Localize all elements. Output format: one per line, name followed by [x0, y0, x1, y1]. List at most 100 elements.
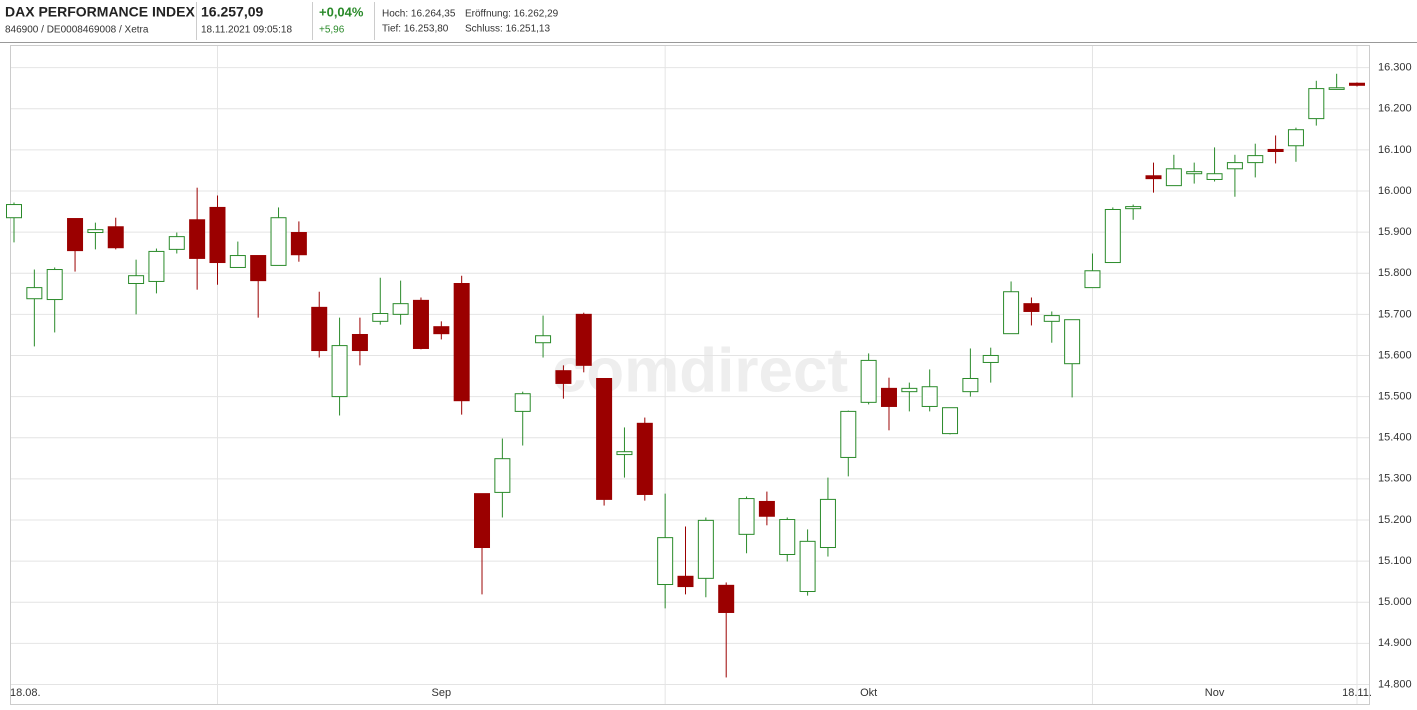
candle-body — [412, 299, 429, 349]
candle-body — [697, 519, 714, 579]
candle-body — [189, 219, 206, 259]
candle-body — [636, 422, 653, 495]
candle-body — [555, 370, 572, 384]
candle-body — [758, 500, 775, 517]
candle-body — [209, 206, 226, 264]
candle-body — [1023, 303, 1040, 312]
y-tick-label: 15.700 — [1378, 308, 1412, 320]
candle-body — [1328, 87, 1345, 90]
candle-body — [1084, 270, 1101, 289]
candle-body — [616, 451, 633, 456]
candle-body — [921, 386, 938, 407]
candle-body — [372, 313, 389, 322]
y-tick-label: 16.100 — [1378, 144, 1412, 156]
y-tick-label: 15.200 — [1378, 514, 1412, 526]
y-tick-label: 15.500 — [1378, 390, 1412, 402]
candle-body — [1287, 129, 1304, 147]
index-name: DAX PERFORMANCE INDEX — [5, 4, 195, 20]
y-tick-label: 14.800 — [1378, 678, 1412, 690]
candle-body — [433, 326, 450, 335]
x-tick-label: Okt — [860, 687, 877, 699]
y-tick-label: 16.000 — [1378, 185, 1412, 197]
candle-body — [351, 333, 368, 352]
high: Hoch: 16.264,35 — [382, 9, 456, 20]
candle-body — [1043, 315, 1060, 322]
x-tick-label: Nov — [1205, 687, 1225, 699]
open: Eröffnung: 16.262,29 — [465, 9, 559, 20]
candle-body — [860, 359, 877, 403]
x-tick-label: 18.11. — [1342, 687, 1372, 699]
candle-body — [718, 584, 735, 613]
candle-body — [87, 229, 104, 234]
index-ids: 846900 / DE0008469008 / Xetra — [5, 25, 149, 36]
candle-body — [453, 283, 470, 402]
plot-frame — [10, 45, 1370, 705]
candle-body — [514, 393, 531, 412]
candle-body — [942, 407, 959, 435]
candle-body — [962, 377, 979, 393]
candle-body — [1186, 171, 1203, 175]
y-tick-label: 15.800 — [1378, 267, 1412, 279]
candle-body — [229, 255, 246, 268]
candle-body — [677, 575, 694, 588]
candle-body — [1267, 148, 1284, 153]
candle-body — [1145, 175, 1162, 180]
x-tick-label: Sep — [432, 687, 452, 699]
candle-body — [148, 250, 165, 282]
candle-body — [1226, 162, 1243, 170]
candle-body — [1308, 88, 1325, 120]
candle-body — [128, 275, 145, 285]
y-tick-label: 15.400 — [1378, 432, 1412, 444]
y-tick-label: 15.300 — [1378, 473, 1412, 485]
y-tick-label: 14.900 — [1378, 637, 1412, 649]
candle-body — [779, 519, 796, 555]
candle-body — [596, 377, 613, 500]
candle-body — [1003, 291, 1020, 335]
candle-body — [290, 232, 307, 256]
candle-body — [1064, 319, 1081, 365]
candle-body — [250, 255, 267, 282]
close: Schluss: 16.251,13 — [465, 24, 550, 35]
y-tick-label: 16.300 — [1378, 62, 1412, 74]
y-tick-label: 15.000 — [1378, 596, 1412, 608]
candle-body — [331, 345, 348, 398]
candle-body — [880, 387, 897, 407]
candle-body — [311, 306, 328, 352]
x-tick-label: 18.08. — [10, 687, 41, 699]
y-tick-label: 16.200 — [1378, 103, 1412, 115]
candle-body — [46, 269, 63, 301]
candle-body — [901, 387, 918, 393]
candle-body — [270, 217, 287, 266]
change-abs: +5,96 — [319, 25, 345, 36]
price: 16.257,09 — [201, 4, 263, 20]
candle-body — [799, 540, 816, 593]
candle-body — [494, 458, 511, 493]
y-tick-label: 15.900 — [1378, 226, 1412, 238]
y-tick-label: 15.600 — [1378, 349, 1412, 361]
candle-body — [67, 218, 84, 252]
candle-body — [738, 498, 755, 535]
candle-body — [474, 493, 491, 549]
header-bg — [0, 0, 1417, 42]
candle-body — [168, 236, 185, 250]
candle-body — [657, 537, 674, 586]
candle-body — [26, 287, 43, 300]
candle-body — [1125, 206, 1142, 210]
candle-body — [535, 335, 552, 344]
candle-body — [1104, 208, 1121, 264]
datetime: 18.11.2021 09:05:18 — [201, 25, 292, 36]
candle-body — [6, 204, 22, 219]
candle-body — [840, 410, 857, 458]
candle-body — [1349, 82, 1365, 86]
candle-body — [1165, 168, 1182, 187]
candle-body — [819, 498, 836, 549]
candle-body — [1247, 155, 1264, 164]
y-tick-label: 15.100 — [1378, 555, 1412, 567]
candle-body — [107, 226, 124, 249]
candle-body — [982, 354, 999, 363]
candle-body — [575, 313, 592, 366]
candle-body — [1206, 173, 1223, 180]
candle-body — [392, 303, 409, 315]
change-pct: +0,04% — [319, 4, 364, 19]
